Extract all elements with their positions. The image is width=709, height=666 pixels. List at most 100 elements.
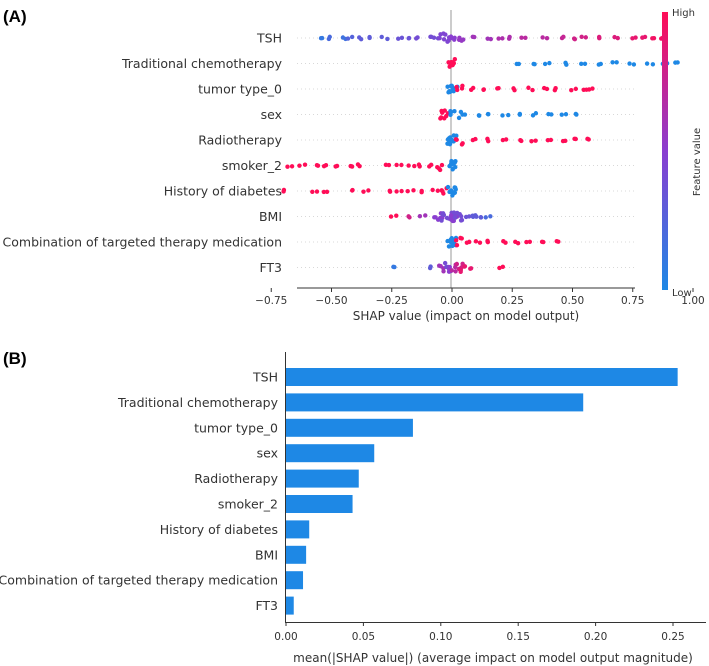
- series-sex: [438, 108, 579, 121]
- shap-point: [437, 36, 442, 41]
- shap-point: [452, 160, 457, 165]
- shap-point: [500, 137, 506, 143]
- shap-point: [438, 32, 443, 37]
- shap-point: [452, 214, 458, 220]
- shap-point: [485, 239, 491, 245]
- series-radiotherapy: [445, 133, 591, 147]
- shap-point: [524, 239, 529, 245]
- shap-point: [453, 137, 459, 142]
- shap-point: [548, 137, 554, 143]
- shap-point: [439, 162, 445, 168]
- shap-point: [439, 218, 444, 223]
- shap-point: [430, 187, 435, 193]
- shap-point: [513, 239, 518, 245]
- shap-point: [452, 57, 458, 62]
- shap-point: [388, 214, 394, 219]
- panel-a-x-ticks: −0.75 −0.50 −0.25 0.00 0.25 0.50 0.75 1.00: [255, 288, 705, 307]
- panel-b-x-ticks: 0.00 0.05 0.10 0.15 0.20 0.25: [274, 622, 685, 643]
- panel-b-x-axis-label: mean(|SHAP value|) (average impact on mo…: [293, 651, 693, 665]
- shap-point: [644, 61, 650, 66]
- shap-point: [630, 36, 635, 41]
- series-history-of-diabetes: [281, 184, 458, 198]
- x-tick-label: −0.25: [376, 295, 408, 307]
- shap-point: [357, 163, 362, 169]
- shap-point: [507, 34, 512, 40]
- shap-point: [379, 34, 384, 40]
- shap-point: [457, 211, 462, 217]
- shap-point: [486, 112, 491, 117]
- shap-point: [297, 163, 302, 168]
- panel-b-label: (B): [3, 349, 27, 368]
- shap-point: [553, 86, 558, 91]
- shap-point: [481, 87, 486, 92]
- shap-point: [428, 162, 434, 167]
- shap-point: [627, 61, 632, 66]
- shap-point: [452, 109, 457, 114]
- category-label-tsh: TSH: [252, 370, 278, 385]
- shap-point: [549, 112, 554, 117]
- shap-point: [476, 113, 482, 118]
- bar-smoker-2: [286, 495, 353, 513]
- shap-point: [431, 35, 437, 40]
- panel-a-feature-labels: TSH Traditional chemotherapy tumor type_0s…: [3, 31, 283, 276]
- shap-point: [412, 163, 417, 169]
- bar-radiotherapy: [286, 469, 359, 488]
- x-tick-label: 1.00: [681, 295, 704, 307]
- shap-point: [468, 87, 474, 93]
- feature-label-tsh: TSH: [256, 31, 282, 46]
- shap-point: [560, 138, 566, 144]
- bar-combination-of-targeted-therapy-medication: [286, 571, 304, 590]
- shap-point: [454, 133, 459, 138]
- shap-point: [458, 267, 464, 273]
- x-tick-label: −0.50: [315, 295, 347, 307]
- shap-point: [544, 36, 550, 41]
- shap-point: [314, 162, 320, 168]
- shap-point: [563, 112, 569, 117]
- colorbar-title: Feature value: [692, 128, 703, 196]
- panel-a: (A) TSH Traditional chemotherapy tumor typ…: [3, 7, 705, 323]
- series-combination-of-targeted-therapy-medication: [445, 235, 561, 249]
- shap-point: [285, 164, 290, 169]
- series-smoker-2: [285, 158, 458, 173]
- shap-point: [444, 215, 450, 221]
- category-label-ft3: FT3: [255, 598, 278, 613]
- feature-label-bmi: BMI: [259, 209, 282, 224]
- panel-a-x-axis-label: SHAP value (impact on model output): [353, 309, 580, 323]
- shap-point: [440, 211, 446, 216]
- shap-point: [573, 111, 578, 117]
- shap-point: [501, 238, 506, 244]
- shap-point: [387, 189, 393, 194]
- shap-point: [516, 61, 522, 67]
- shap-point: [448, 110, 453, 115]
- shap-point: [450, 87, 455, 92]
- shap-point: [436, 166, 442, 171]
- shap-point: [399, 35, 405, 40]
- shap-point: [442, 260, 448, 266]
- shap-point: [519, 35, 524, 40]
- shap-point: [572, 36, 578, 42]
- shap-point: [579, 34, 584, 40]
- shap-point: [442, 108, 447, 113]
- shap-point: [281, 189, 286, 194]
- shap-point: [454, 242, 460, 248]
- shap-point: [530, 87, 535, 93]
- series-traditional-chemotherapy: [446, 57, 680, 69]
- shap-point: [450, 218, 456, 224]
- shap-point: [447, 64, 452, 69]
- bar-ft3: [286, 596, 294, 615]
- category-label-sex: sex: [257, 446, 278, 461]
- shap-point: [450, 166, 455, 172]
- x-tick-label: −0.75: [255, 295, 287, 307]
- shap-point: [470, 34, 475, 39]
- shap-point: [579, 61, 584, 67]
- shap-point: [438, 116, 443, 121]
- shap-point: [349, 34, 355, 40]
- shap-point: [349, 188, 355, 193]
- shap-point: [446, 90, 451, 95]
- shap-point: [394, 189, 399, 194]
- shap-point: [452, 185, 458, 190]
- category-label-traditional-chemotherapy: Traditional chemotherapy: [117, 395, 279, 410]
- category-label-tumor-type-0: tumor type_0: [194, 420, 278, 435]
- shap-point: [614, 60, 619, 65]
- shap-point: [466, 214, 472, 219]
